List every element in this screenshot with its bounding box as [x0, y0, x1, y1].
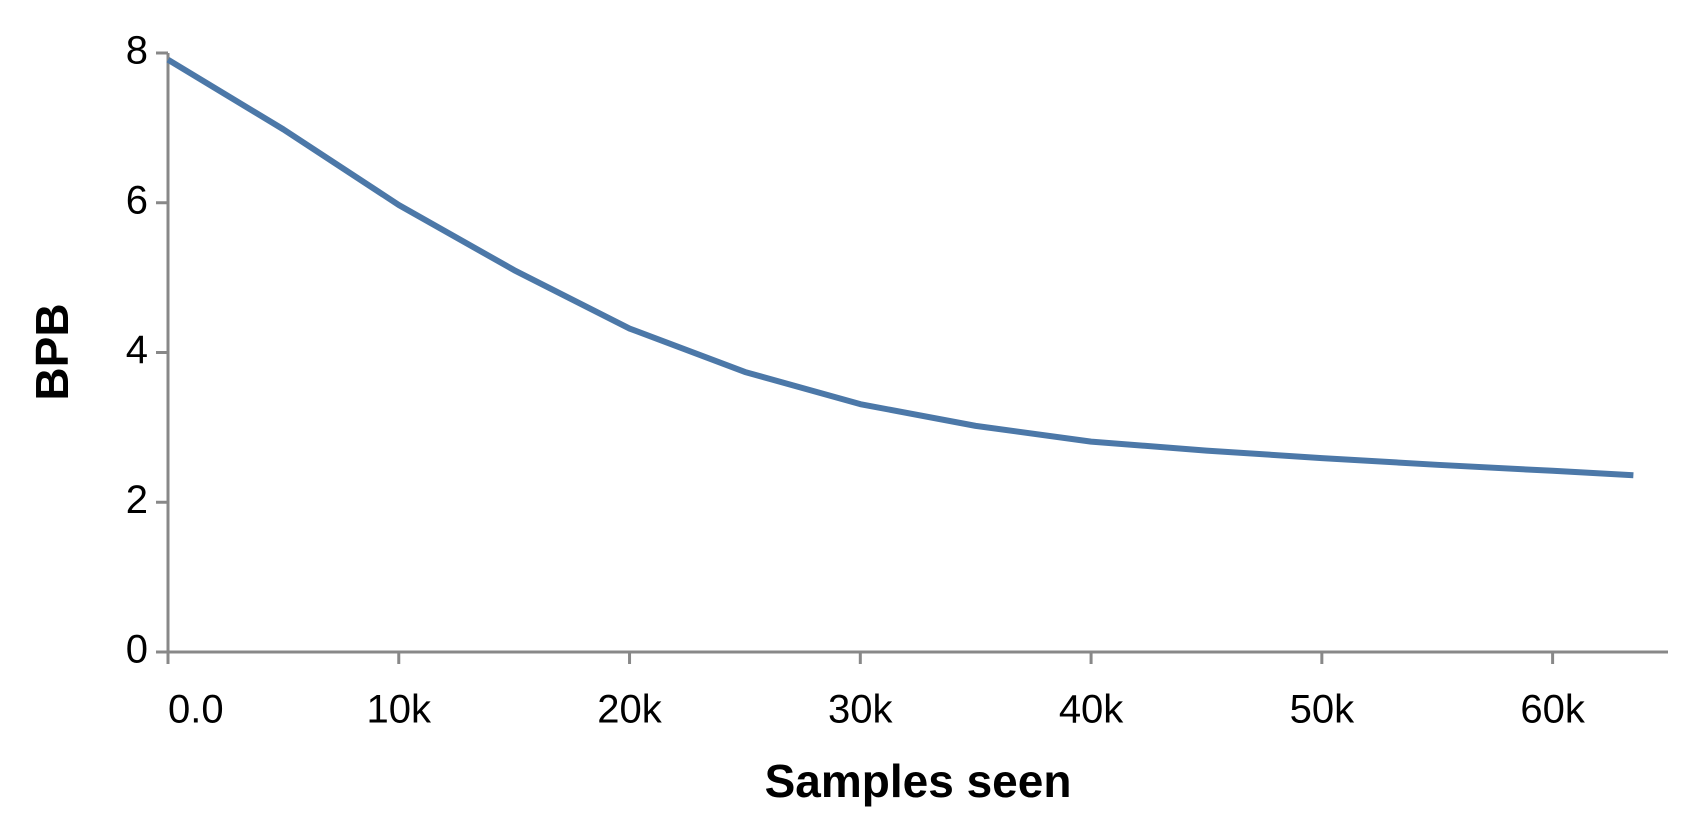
- x-axis-title: Samples seen: [765, 755, 1072, 807]
- y-tick-label: 4: [126, 328, 148, 372]
- y-tick-label: 2: [126, 478, 148, 522]
- x-tick-label: 30k: [828, 688, 893, 732]
- x-tick-label: 0.0: [168, 688, 224, 732]
- x-tick-label: 50k: [1290, 688, 1355, 732]
- line: [166, 57, 1634, 479]
- x-tick-label: 10k: [367, 688, 432, 732]
- y-tick-label: 8: [126, 29, 148, 73]
- y-tick-label: 0: [126, 628, 148, 672]
- y-tick-label: 6: [126, 178, 148, 222]
- x-tick-label: 40k: [1059, 688, 1124, 732]
- x-tick-label: 60k: [1520, 688, 1585, 732]
- x-tick-label: 20k: [597, 688, 662, 732]
- y-axis-title: BPB: [26, 303, 78, 400]
